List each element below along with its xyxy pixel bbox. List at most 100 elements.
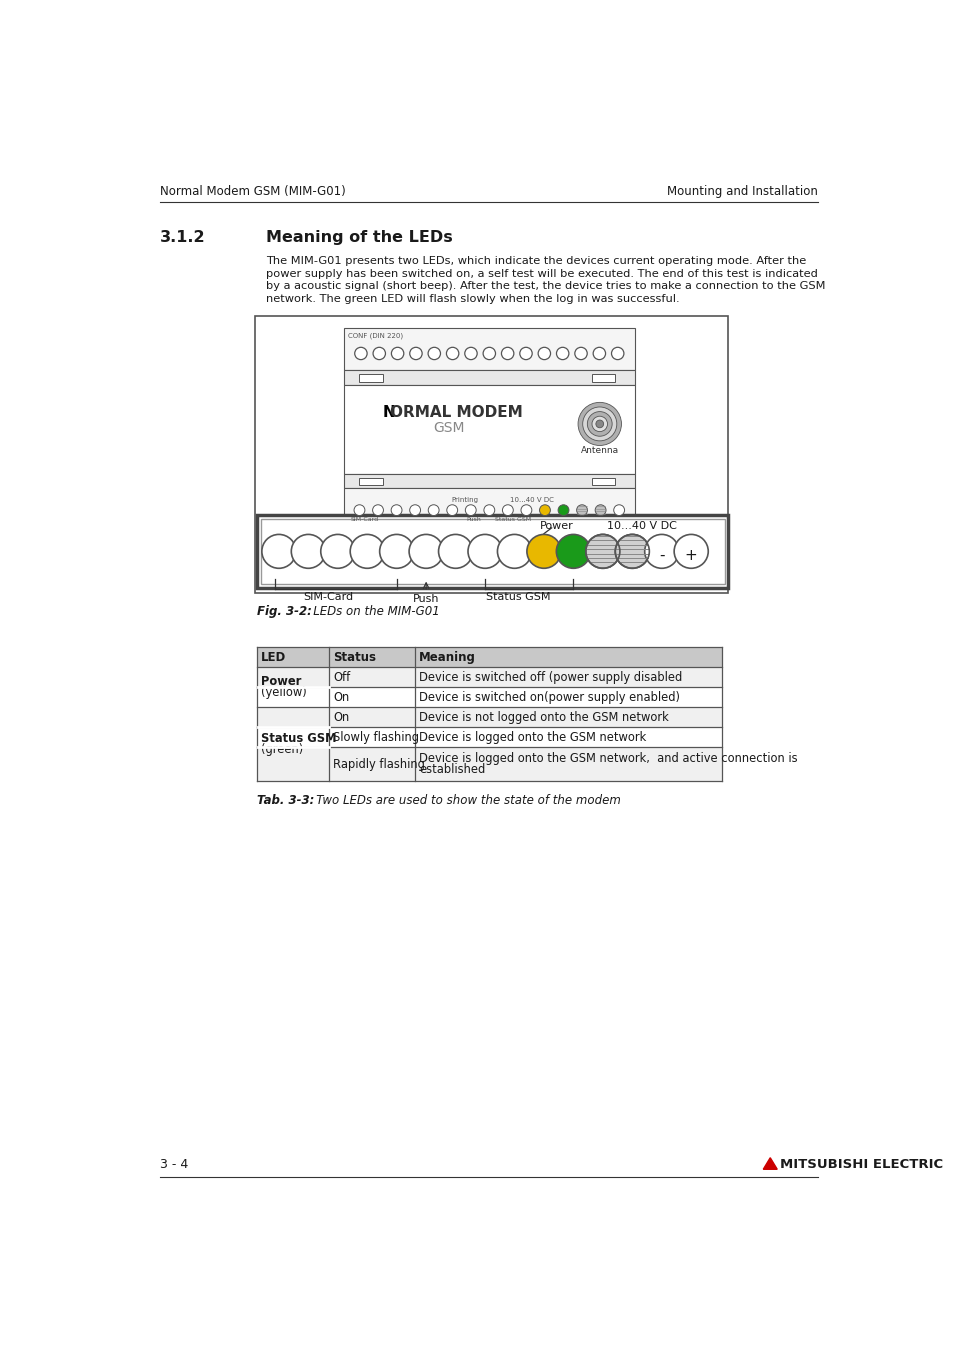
Bar	[261, 519, 723, 584]
Text: (green): (green)	[261, 743, 303, 757]
Bar	[344, 488, 634, 520]
Bar	[257, 708, 721, 727]
Circle shape	[576, 505, 587, 516]
Text: Power: Power	[539, 521, 573, 531]
Text: power supply has been switched on, a self test will be executed. The end of this: power supply has been switched on, a sel…	[266, 269, 818, 278]
Circle shape	[502, 505, 513, 516]
Circle shape	[465, 505, 476, 516]
Circle shape	[539, 505, 550, 516]
Text: SIM-Card: SIM-Card	[350, 517, 378, 521]
Text: Status GSM: Status GSM	[495, 517, 531, 521]
Circle shape	[644, 535, 679, 569]
Circle shape	[379, 535, 414, 569]
Circle shape	[373, 505, 383, 516]
Text: Off: Off	[333, 670, 350, 684]
Bar	[257, 647, 721, 667]
Circle shape	[482, 347, 495, 359]
Circle shape	[578, 403, 620, 446]
Circle shape	[520, 505, 531, 516]
Bar	[257, 747, 721, 781]
Text: Status GSM: Status GSM	[486, 592, 550, 601]
Text: ORMAL MODEM: ORMAL MODEM	[390, 405, 522, 420]
Circle shape	[556, 535, 590, 569]
Bar	[344, 328, 634, 370]
Circle shape	[409, 505, 420, 516]
Circle shape	[593, 347, 605, 359]
Circle shape	[428, 347, 440, 359]
Text: established: established	[418, 763, 485, 777]
Text: Push: Push	[466, 517, 480, 521]
Text: Device is logged onto the GSM network: Device is logged onto the GSM network	[418, 731, 646, 744]
Circle shape	[446, 505, 457, 516]
Text: The MIM-G01 presents two LEDs, which indicate the devices current operating mode: The MIM-G01 presents two LEDs, which ind…	[266, 257, 806, 266]
Circle shape	[468, 535, 501, 569]
Circle shape	[410, 347, 422, 359]
Text: LED: LED	[261, 651, 286, 663]
Bar	[257, 727, 721, 747]
Text: On: On	[333, 711, 349, 724]
Text: On: On	[333, 690, 349, 704]
Circle shape	[556, 347, 568, 359]
Text: Device is switched off (power supply disabled: Device is switched off (power supply dis…	[418, 670, 681, 684]
Text: Device is switched on(power supply enabled): Device is switched on(power supply enabl…	[418, 690, 679, 704]
Text: Device is logged onto the GSM network,  and active connection is: Device is logged onto the GSM network, a…	[418, 753, 797, 766]
Circle shape	[611, 347, 623, 359]
Text: Device is not logged onto the GSM network: Device is not logged onto the GSM networ…	[418, 711, 668, 724]
Circle shape	[354, 505, 364, 516]
Bar	[344, 370, 634, 385]
Text: Normal Modem GSM (MIM-G01): Normal Modem GSM (MIM-G01)	[159, 185, 345, 197]
Circle shape	[497, 535, 531, 569]
Polygon shape	[762, 1158, 777, 1169]
Circle shape	[291, 535, 325, 569]
Text: N: N	[382, 405, 395, 420]
Circle shape	[428, 505, 438, 516]
Circle shape	[596, 420, 603, 428]
Bar	[257, 515, 728, 588]
Circle shape	[446, 347, 458, 359]
Text: 10...40 V DC: 10...40 V DC	[606, 521, 676, 531]
Circle shape	[615, 535, 649, 569]
Bar	[592, 478, 615, 485]
Text: (yellow): (yellow)	[261, 686, 307, 700]
Text: Meaning of the LEDs: Meaning of the LEDs	[266, 230, 453, 245]
Text: LEDs on the MIM-G01: LEDs on the MIM-G01	[302, 605, 439, 617]
Text: SIM-Card: SIM-Card	[303, 592, 353, 601]
Text: Fig. 3-2:: Fig. 3-2:	[257, 605, 312, 617]
Text: Status: Status	[333, 651, 375, 663]
Text: Meaning: Meaning	[418, 651, 476, 663]
Circle shape	[526, 535, 560, 569]
Bar	[257, 688, 721, 708]
Text: by a acoustic signal (short beep). After the test, the device tries to make a co: by a acoustic signal (short beep). After…	[266, 281, 825, 292]
Text: Antenna: Antenna	[580, 446, 618, 455]
Text: -: -	[659, 547, 664, 563]
Text: +: +	[684, 547, 697, 563]
Bar	[359, 374, 382, 381]
Circle shape	[501, 347, 514, 359]
Text: 3 - 4: 3 - 4	[159, 1158, 188, 1171]
Text: CONF (DIN 220): CONF (DIN 220)	[348, 332, 402, 339]
Circle shape	[391, 505, 401, 516]
Bar	[254, 316, 727, 593]
Circle shape	[373, 347, 385, 359]
Circle shape	[261, 535, 295, 569]
Circle shape	[592, 416, 607, 431]
Text: network. The green LED will flash slowly when the log in was successful.: network. The green LED will flash slowly…	[266, 295, 679, 304]
Text: 3.1.2: 3.1.2	[159, 230, 205, 245]
Text: Tab. 3-3:: Tab. 3-3:	[257, 793, 314, 807]
Circle shape	[613, 505, 624, 516]
Circle shape	[464, 347, 476, 359]
Circle shape	[575, 347, 587, 359]
Text: 10...40 V DC: 10...40 V DC	[509, 497, 553, 503]
Circle shape	[519, 347, 532, 359]
Text: Printing: Printing	[451, 497, 478, 503]
Bar	[344, 385, 634, 474]
Circle shape	[537, 347, 550, 359]
Bar	[257, 667, 721, 688]
Circle shape	[595, 505, 605, 516]
Circle shape	[350, 535, 384, 569]
Circle shape	[585, 535, 619, 569]
Circle shape	[483, 505, 495, 516]
Circle shape	[587, 412, 612, 436]
Text: Rapidly flashing: Rapidly flashing	[333, 758, 425, 771]
Text: Status GSM: Status GSM	[261, 732, 336, 746]
